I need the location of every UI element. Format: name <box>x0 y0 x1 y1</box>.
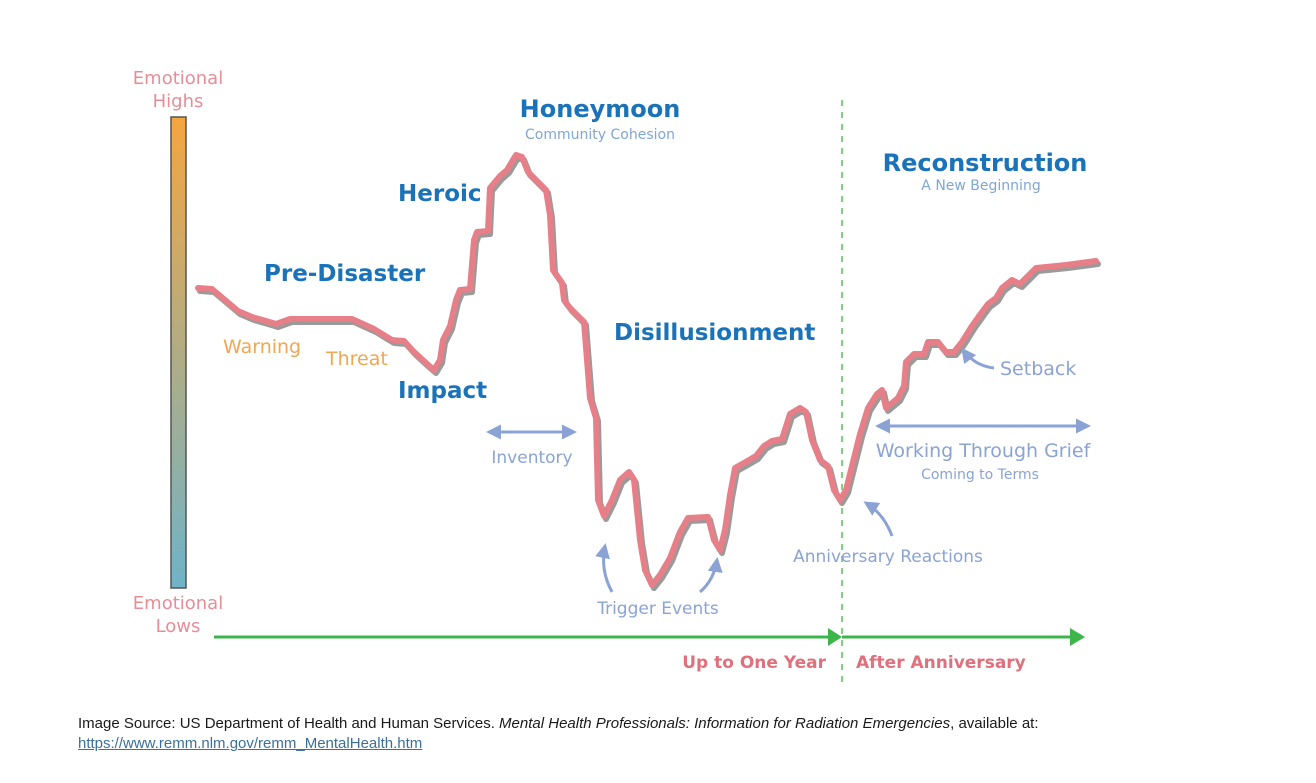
event-inventory: Inventory <box>491 448 572 468</box>
event-coming-to-terms: Coming to Terms <box>921 467 1039 483</box>
emotional-lows-label-1: Emotional <box>133 593 223 614</box>
emotional-curve-shadow <box>197 155 1101 591</box>
emotional-lows-label-2: Lows <box>156 616 201 637</box>
emotional-curve <box>195 152 1099 588</box>
phase-heroic: Heroic <box>398 181 482 207</box>
anniversary-arrow <box>863 501 894 537</box>
image-source-caption: Image Source: US Department of Health an… <box>78 714 1258 754</box>
event-threat: Threat <box>325 348 388 370</box>
timeline-up-to-one-year: Up to One Year <box>682 653 826 673</box>
source-title: Mental Health Professionals: Information… <box>499 715 951 732</box>
phase-impact: Impact <box>398 378 487 404</box>
timeline-first-year-arrowhead <box>828 628 842 646</box>
source-link[interactable]: https://www.remm.nlm.gov/remm_MentalHeal… <box>78 735 423 752</box>
source-prefix: Image Source: US Department of Health an… <box>78 715 500 732</box>
timeline-after-anniversary: After Anniversary <box>856 653 1026 673</box>
phase-pre-disaster: Pre-Disaster <box>264 261 426 287</box>
emotional-scale-bar <box>170 116 187 589</box>
setback-arrow <box>961 347 995 370</box>
event-setback: Setback <box>1000 358 1076 380</box>
source-suffix: , available at: <box>950 715 1039 732</box>
phase-disillusionment: Disillusionment <box>614 320 815 346</box>
phase-reconstruction-subtitle: A New Beginning <box>921 178 1040 194</box>
trigger-arrow-left <box>595 543 614 593</box>
emotional-highs-label-1: Emotional <box>133 68 223 89</box>
phase-honeymoon-subtitle: Community Cohesion <box>525 127 675 143</box>
event-anniversary-reactions: Anniversary Reactions <box>793 547 983 567</box>
phase-honeymoon: Honeymoon <box>520 95 681 123</box>
event-working-through-grief: Working Through Grief <box>876 440 1092 462</box>
event-warning: Warning <box>223 336 301 358</box>
phase-reconstruction: Reconstruction <box>883 149 1088 177</box>
timeline-after-anniversary-arrowhead <box>1070 628 1085 646</box>
trigger-arrow-right <box>699 557 723 594</box>
emotional-highs-label-2: Highs <box>153 91 204 112</box>
event-trigger-events: Trigger Events <box>596 599 719 619</box>
